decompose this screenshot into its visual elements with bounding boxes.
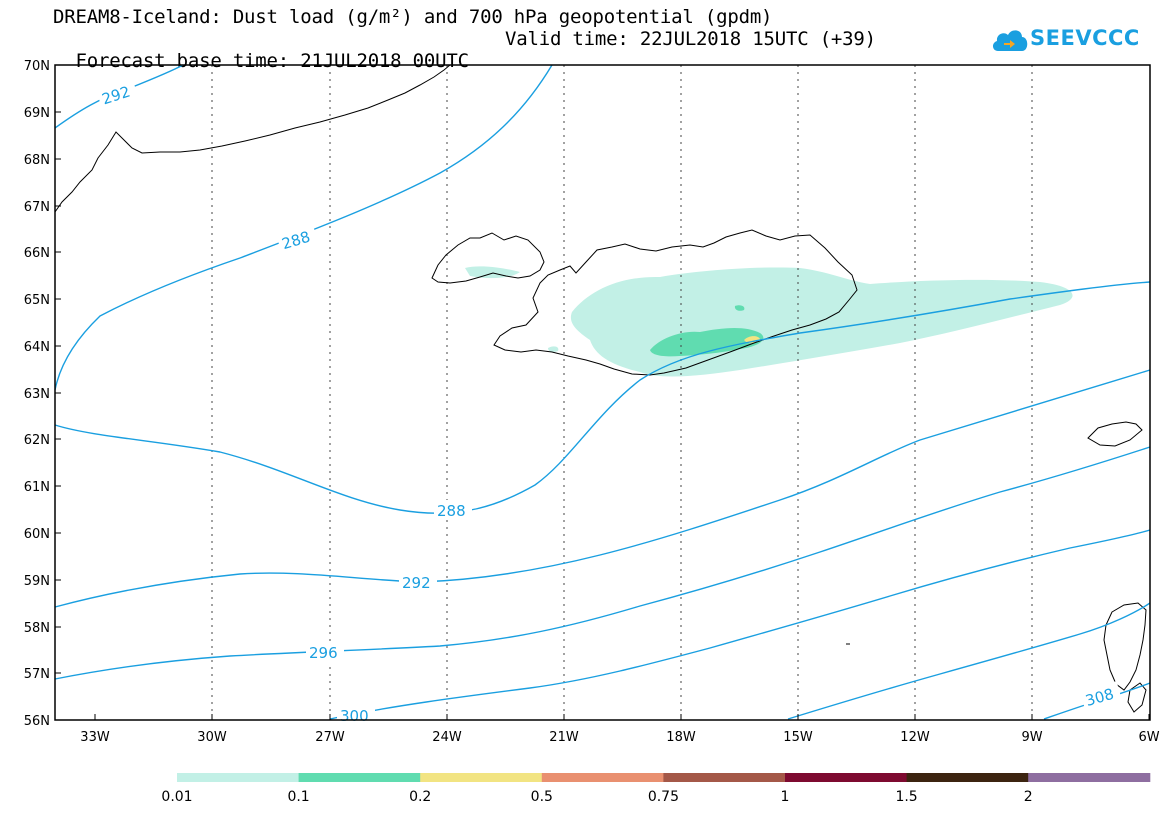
lat-label: 64N [24, 340, 50, 355]
lon-label: 30W [197, 730, 227, 745]
lat-label: 68N [24, 153, 50, 168]
contour-label: 288 [437, 502, 466, 520]
contour-label: 308 [1083, 685, 1115, 710]
legend-swatch [663, 773, 786, 782]
legend-swatch [420, 773, 543, 782]
lat-label: 67N [24, 200, 50, 215]
lon-label: 9W [1021, 730, 1042, 745]
lon-label: 15W [783, 730, 813, 745]
forecast-base-time: Forecast base time: 21JUL2018 00UTC [75, 50, 469, 72]
contour-292-lower [54, 369, 1151, 608]
dust-plume-light [570, 267, 1073, 377]
axis-ticks [55, 64, 1150, 721]
lat-label: 69N [24, 106, 50, 121]
contour-300 [329, 529, 1151, 720]
legend-swatch [906, 773, 1029, 782]
legend-swatch [1028, 773, 1151, 782]
map-title: DREAM8-Iceland: Dust load (g/m²) and 700… [53, 6, 773, 28]
lon-label: 6W [1138, 730, 1159, 745]
contour-288-upper [54, 64, 553, 391]
contour-label: 292 [402, 574, 431, 592]
legend-label: 0.1 [287, 789, 309, 805]
lon-label: 18W [666, 730, 696, 745]
legend-label: 0.75 [648, 789, 679, 805]
lon-gridlines [211, 65, 1033, 720]
lon-label: 27W [315, 730, 345, 745]
lat-label: 66N [24, 246, 50, 261]
map-frame [54, 64, 1151, 721]
logo-text: SEEVCCC [1030, 26, 1140, 50]
lon-label: 12W [900, 730, 930, 745]
lat-label: 57N [24, 667, 50, 682]
contour-304 [787, 602, 1151, 720]
dust-core [650, 327, 764, 357]
legend-label: 0.01 [161, 789, 192, 805]
legend-swatch [298, 773, 421, 782]
lat-label: 59N [24, 574, 50, 589]
legend-label: 1 [781, 789, 790, 805]
longitude-labels: 33W 30W 27W 24W 21W 18W 15W 12W 9W 6W [80, 730, 1159, 745]
latitude-labels: 70N 69N 68N 67N 66N 65N 64N 63N 62N 61N … [24, 59, 50, 729]
lon-label: 33W [80, 730, 110, 745]
lon-label: 21W [549, 730, 579, 745]
lat-label: 60N [24, 527, 50, 542]
scotland-coast [1103, 602, 1147, 713]
valid-time: Valid time: 22JUL2018 15UTC (+39) [505, 28, 876, 50]
lat-label: 61N [24, 480, 50, 495]
contour-label: 300 [340, 707, 369, 725]
contour-296 [54, 446, 1151, 680]
legend-label: 0.5 [531, 789, 553, 805]
lat-label: 56N [24, 714, 50, 729]
lat-label: 62N [24, 433, 50, 448]
westfjords-coast [431, 232, 545, 284]
dust-core-small [734, 305, 745, 311]
legend-label: 0.2 [409, 789, 431, 805]
legend-swatch [541, 773, 664, 782]
dust-patch-small [548, 346, 559, 352]
faroe-coast [1087, 421, 1143, 447]
seevccc-logo: SEEVCCC [990, 20, 1140, 60]
lon-label: 24W [432, 730, 462, 745]
contour-label: 296 [309, 644, 338, 662]
dust-plume-west [465, 266, 520, 279]
lat-label: 58N [24, 621, 50, 636]
contour-288-lower [54, 281, 1151, 514]
coastlines [54, 64, 1147, 713]
contour-labels: 292 288 288 292 296 300 308 [95, 77, 1123, 725]
legend-swatch [785, 773, 908, 782]
color-legend: 0.01 0.1 0.2 0.5 0.75 1 1.5 2 [161, 773, 1151, 805]
contour-label: 292 [100, 82, 133, 108]
lat-label: 65N [24, 293, 50, 308]
legend-label: 1.5 [895, 789, 917, 805]
dust-load-shading [465, 266, 1073, 377]
map-subtitle: Forecast base time: 21JUL2018 00UTC Vali… [53, 28, 876, 94]
legend-label: 2 [1024, 789, 1033, 805]
legend-swatch [177, 773, 300, 782]
lat-label: 70N [24, 59, 50, 74]
geopotential-contours [54, 64, 1151, 720]
iceland-coast [493, 229, 858, 376]
greenland-coast [54, 64, 451, 213]
lat-label: 63N [24, 387, 50, 402]
cloud-logo-icon [992, 30, 1028, 51]
